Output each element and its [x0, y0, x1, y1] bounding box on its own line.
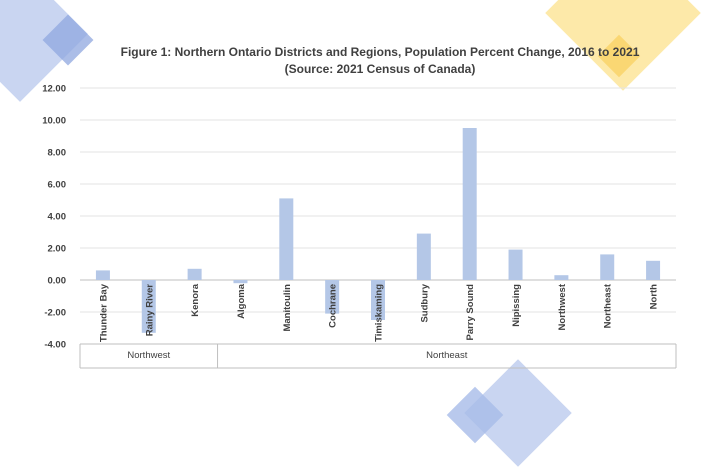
- bar-nipissing: [508, 249, 523, 280]
- bar-parry-sound: [462, 128, 477, 280]
- bar-rainy-river: [141, 280, 156, 333]
- x-tick-label: North: [649, 284, 660, 310]
- x-tick-label: Timiskaming: [374, 284, 385, 342]
- x-tick-label: Thunder Bay: [98, 283, 109, 342]
- y-axis-ticks: 12.00 10.00 8.00 6.00 4.00 2.00 0.00 -2.00 -4.00: [42, 84, 66, 351]
- y-tick-label: 0.00: [48, 276, 67, 287]
- bar-manitoulin: [279, 198, 294, 280]
- group-axis: Northwest Northeast: [79, 343, 677, 369]
- x-axis-ticks: Thunder Bay Rainy River Kenora Algoma Manito…: [98, 283, 659, 342]
- chart-subtitle: (Source: 2021 Census of Canada): [284, 62, 476, 76]
- y-tick-label: -4.00: [44, 340, 66, 351]
- bar-north: [646, 260, 661, 280]
- x-tick-label: Northeast: [603, 283, 614, 328]
- x-tick-label: Parry Sound: [465, 284, 476, 341]
- bar-chart: 12.00 10.00 8.00 6.00 4.00 2.00 0.00 -2.00 -4.00…: [42, 84, 677, 369]
- bar-algoma: [233, 280, 248, 284]
- bar-thunder-bay: [95, 270, 110, 280]
- y-tick-label: 4.00: [48, 212, 67, 223]
- y-tick-label: 8.00: [48, 148, 67, 159]
- y-tick-label: -2.00: [44, 308, 66, 319]
- y-tick-label: 10.00: [42, 116, 66, 127]
- bar-northeast: [600, 254, 615, 280]
- x-tick-label: Nipissing: [511, 284, 522, 327]
- x-tick-label: Northwest: [557, 283, 568, 330]
- bar-northwest: [554, 275, 569, 280]
- x-tick-label: Manitoulin: [282, 284, 293, 332]
- bar-sudbury: [416, 233, 431, 280]
- x-tick-label: Cochrane: [328, 284, 339, 328]
- x-tick-label: Kenora: [190, 283, 201, 316]
- group-label: Northeast: [426, 350, 468, 361]
- y-tick-label: 2.00: [48, 244, 67, 255]
- bar-kenora: [187, 268, 202, 280]
- bar-cochrane: [325, 280, 340, 314]
- x-tick-label: Rainy River: [144, 284, 155, 337]
- chart-title: Figure 1: Northern Ontario Districts and…: [120, 45, 640, 59]
- bar-timiskaming: [371, 280, 385, 320]
- x-tick-label: Sudbury: [419, 283, 430, 322]
- group-label: Northwest: [127, 350, 170, 361]
- y-tick-label: 6.00: [48, 180, 67, 191]
- y-tick-label: 12.00: [42, 84, 66, 95]
- x-tick-label: Algoma: [236, 283, 247, 319]
- bars: [95, 128, 661, 333]
